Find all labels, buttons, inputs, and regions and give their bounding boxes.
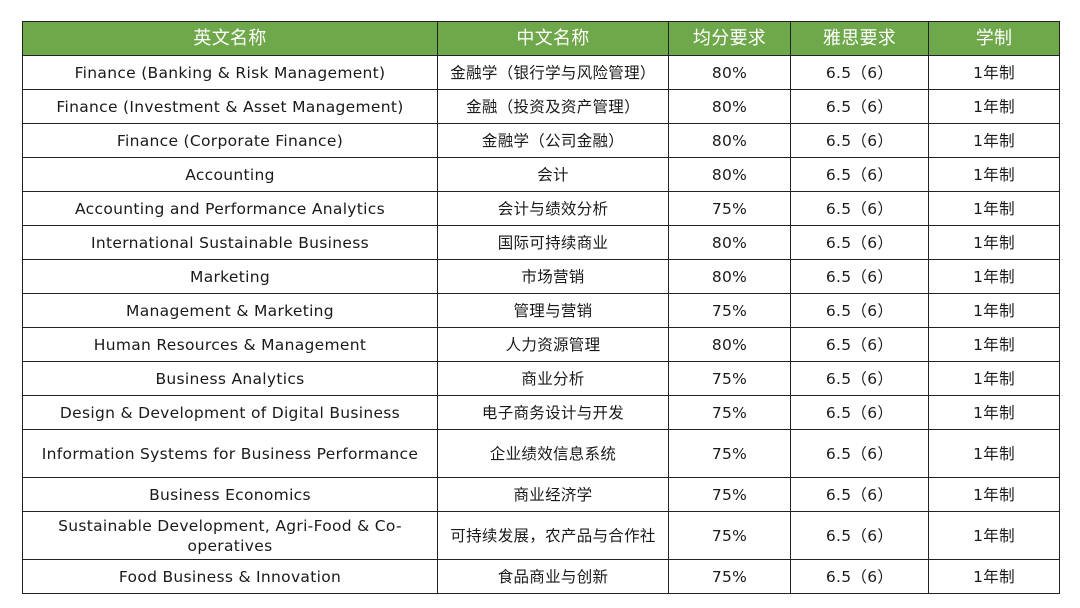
table-row: Human Resources & Management 人力资源管理 80% 6.5… bbox=[22, 327, 1060, 362]
cell-chinese-name: 国际可持续商业 bbox=[437, 225, 669, 260]
cell-duration: 1年制 bbox=[928, 225, 1060, 260]
cell-gpa-requirement: 80% bbox=[668, 259, 791, 294]
cell-ielts-requirement: 6.5（6） bbox=[790, 55, 929, 90]
cell-chinese-name: 金融学（银行学与风险管理） bbox=[437, 55, 669, 90]
cell-chinese-name: 会计与绩效分析 bbox=[437, 191, 669, 226]
cell-english-name: Finance (Corporate Finance) bbox=[22, 123, 438, 158]
cell-english-name: Food Business & Innovation bbox=[22, 559, 438, 594]
cell-gpa-requirement: 75% bbox=[668, 477, 791, 512]
cell-ielts-requirement: 6.5（6） bbox=[790, 157, 929, 192]
cell-ielts-requirement: 6.5（6） bbox=[790, 477, 929, 512]
cell-chinese-name: 管理与营销 bbox=[437, 293, 669, 328]
cell-duration: 1年制 bbox=[928, 89, 1060, 124]
cell-ielts-requirement: 6.5（6） bbox=[790, 395, 929, 430]
table-row: Finance (Investment & Asset Management) 金… bbox=[22, 89, 1060, 124]
cell-ielts-requirement: 6.5（6） bbox=[790, 191, 929, 226]
header-chinese-name: 中文名称 bbox=[437, 21, 669, 56]
cell-chinese-name: 商业分析 bbox=[437, 361, 669, 396]
header-english-name: 英文名称 bbox=[22, 21, 438, 56]
cell-duration: 1年制 bbox=[928, 259, 1060, 294]
cell-gpa-requirement: 80% bbox=[668, 225, 791, 260]
table-row: Accounting and Performance Analytics 会计与绩… bbox=[22, 191, 1060, 226]
cell-english-name: Accounting bbox=[22, 157, 438, 192]
cell-english-name: Sustainable Development, Agri-Food & Co-… bbox=[22, 511, 438, 560]
table-row: Sustainable Development, Agri-Food & Co-… bbox=[22, 511, 1060, 560]
cell-duration: 1年制 bbox=[928, 123, 1060, 158]
cell-chinese-name: 会计 bbox=[437, 157, 669, 192]
cell-duration: 1年制 bbox=[928, 55, 1060, 90]
cell-gpa-requirement: 80% bbox=[668, 157, 791, 192]
programs-table: 英文名称 中文名称 均分要求 雅思要求 学制 Finance (Banking … bbox=[22, 21, 1060, 594]
cell-english-name: Marketing bbox=[22, 259, 438, 294]
header-row: 英文名称 中文名称 均分要求 雅思要求 学制 bbox=[22, 21, 1060, 56]
header-duration: 学制 bbox=[928, 21, 1060, 56]
cell-gpa-requirement: 75% bbox=[668, 511, 791, 560]
cell-ielts-requirement: 6.5（6） bbox=[790, 327, 929, 362]
cell-ielts-requirement: 6.5（6） bbox=[790, 429, 929, 478]
table-row: Food Business & Innovation 食品商业与创新 75% 6.5（… bbox=[22, 559, 1060, 594]
cell-english-name: Business Analytics bbox=[22, 361, 438, 396]
cell-gpa-requirement: 75% bbox=[668, 293, 791, 328]
cell-chinese-name: 企业绩效信息系统 bbox=[437, 429, 669, 478]
cell-chinese-name: 电子商务设计与开发 bbox=[437, 395, 669, 430]
cell-chinese-name: 食品商业与创新 bbox=[437, 559, 669, 594]
cell-english-name: Finance (Investment & Asset Management) bbox=[22, 89, 438, 124]
cell-duration: 1年制 bbox=[928, 327, 1060, 362]
cell-chinese-name: 市场营销 bbox=[437, 259, 669, 294]
cell-gpa-requirement: 80% bbox=[668, 123, 791, 158]
cell-gpa-requirement: 75% bbox=[668, 395, 791, 430]
cell-duration: 1年制 bbox=[928, 511, 1060, 560]
cell-ielts-requirement: 6.5（6） bbox=[790, 361, 929, 396]
cell-duration: 1年制 bbox=[928, 559, 1060, 594]
cell-gpa-requirement: 75% bbox=[668, 559, 791, 594]
table-row: Finance (Corporate Finance) 金融学（公司金融） 80% 6… bbox=[22, 123, 1060, 158]
cell-gpa-requirement: 80% bbox=[668, 55, 791, 90]
table-row: Accounting 会计 80% 6.5（6） 1年制 bbox=[22, 157, 1060, 192]
table-row: Finance (Banking & Risk Management) 金融学（银… bbox=[22, 55, 1060, 90]
cell-english-name: Accounting and Performance Analytics bbox=[22, 191, 438, 226]
cell-duration: 1年制 bbox=[928, 157, 1060, 192]
cell-chinese-name: 可持续发展，农产品与合作社 bbox=[437, 511, 669, 560]
table-row: Marketing 市场营销 80% 6.5（6） 1年制 bbox=[22, 259, 1060, 294]
cell-english-name: Finance (Banking & Risk Management) bbox=[22, 55, 438, 90]
cell-english-name: Human Resources & Management bbox=[22, 327, 438, 362]
cell-duration: 1年制 bbox=[928, 361, 1060, 396]
cell-gpa-requirement: 75% bbox=[668, 191, 791, 226]
cell-chinese-name: 金融（投资及资产管理） bbox=[437, 89, 669, 124]
cell-duration: 1年制 bbox=[928, 429, 1060, 478]
cell-ielts-requirement: 6.5（6） bbox=[790, 123, 929, 158]
table-row: Information Systems for Business Perform… bbox=[22, 429, 1060, 478]
header-ielts-requirement: 雅思要求 bbox=[790, 21, 929, 56]
cell-chinese-name: 商业经济学 bbox=[437, 477, 669, 512]
cell-gpa-requirement: 75% bbox=[668, 429, 791, 478]
cell-ielts-requirement: 6.5（6） bbox=[790, 89, 929, 124]
cell-gpa-requirement: 80% bbox=[668, 327, 791, 362]
cell-ielts-requirement: 6.5（6） bbox=[790, 225, 929, 260]
cell-english-name: Design & Development of Digital Business bbox=[22, 395, 438, 430]
cell-english-name: Information Systems for Business Perform… bbox=[22, 429, 438, 478]
cell-chinese-name: 金融学（公司金融） bbox=[437, 123, 669, 158]
cell-chinese-name: 人力资源管理 bbox=[437, 327, 669, 362]
cell-ielts-requirement: 6.5（6） bbox=[790, 559, 929, 594]
cell-ielts-requirement: 6.5（6） bbox=[790, 259, 929, 294]
cell-english-name: Business Economics bbox=[22, 477, 438, 512]
table-row: Design & Development of Digital Business… bbox=[22, 395, 1060, 430]
table-row: Management & Marketing 管理与营销 75% 6.5（6） 1年制 bbox=[22, 293, 1060, 328]
cell-duration: 1年制 bbox=[928, 191, 1060, 226]
cell-english-name: Management & Marketing bbox=[22, 293, 438, 328]
cell-duration: 1年制 bbox=[928, 477, 1060, 512]
table-row: International Sustainable Business 国际可持续商… bbox=[22, 225, 1060, 260]
cell-ielts-requirement: 6.5（6） bbox=[790, 293, 929, 328]
cell-duration: 1年制 bbox=[928, 293, 1060, 328]
cell-ielts-requirement: 6.5（6） bbox=[790, 511, 929, 560]
header-gpa-requirement: 均分要求 bbox=[668, 21, 791, 56]
cell-gpa-requirement: 75% bbox=[668, 361, 791, 396]
cell-duration: 1年制 bbox=[928, 395, 1060, 430]
cell-english-name: International Sustainable Business bbox=[22, 225, 438, 260]
cell-gpa-requirement: 80% bbox=[668, 89, 791, 124]
table-row: Business Economics 商业经济学 75% 6.5（6） 1年制 bbox=[22, 477, 1060, 512]
table-row: Business Analytics 商业分析 75% 6.5（6） 1年制 bbox=[22, 361, 1060, 396]
